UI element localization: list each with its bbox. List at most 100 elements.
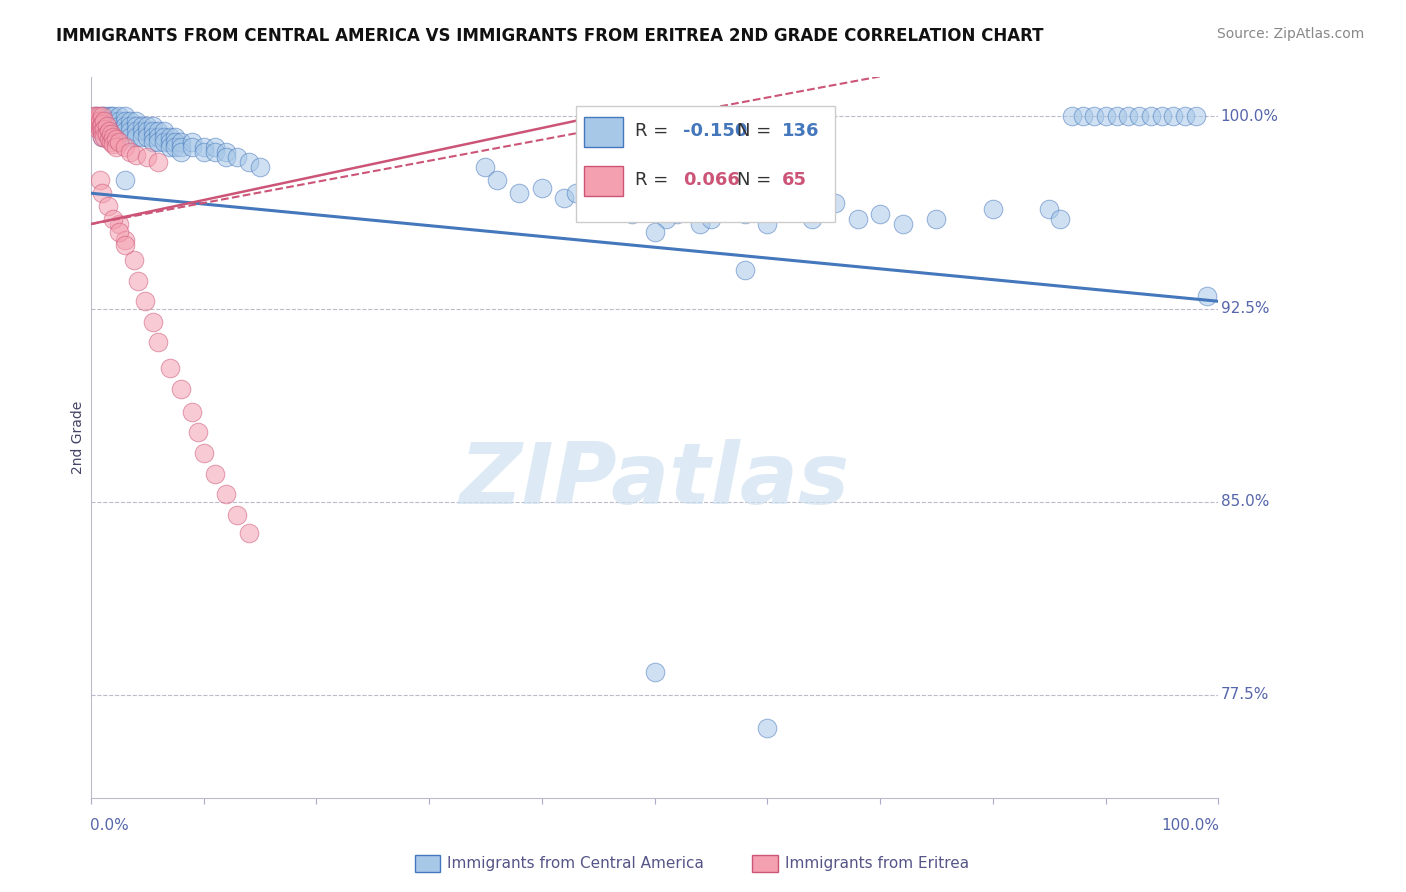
Text: Immigrants from Eritrea: Immigrants from Eritrea (785, 856, 969, 871)
Point (90, 120, 112, 134)
Point (1049, 211, 1071, 226)
Point (1197, 289, 1219, 303)
Point (136, 124, 159, 138)
Text: N =: N = (737, 171, 770, 189)
Point (97, 124, 120, 138)
Point (97, 199, 120, 213)
Point (96, 127, 118, 141)
Point (91, 109, 114, 123)
Point (89, 173, 111, 187)
Point (689, 217, 711, 231)
Point (125, 114, 148, 128)
Point (801, 211, 824, 226)
Point (114, 233, 136, 247)
Point (711, 202, 734, 216)
Point (734, 207, 756, 221)
Point (86, 117, 108, 131)
Point (97, 120, 120, 134)
Text: 85.0%: 85.0% (1220, 494, 1270, 509)
Point (100, 124, 122, 138)
Point (644, 665, 666, 679)
Point (131, 120, 153, 134)
Point (91, 120, 114, 134)
Point (114, 124, 136, 138)
Point (215, 487, 238, 501)
Point (204, 467, 226, 481)
Point (508, 186, 530, 201)
Point (97, 124, 120, 138)
Point (120, 114, 142, 128)
Point (1161, 109, 1184, 123)
Point (598, 196, 620, 211)
Point (120, 120, 142, 134)
Point (621, 207, 644, 221)
Point (91, 186, 114, 201)
Point (142, 129, 165, 144)
Point (83, 109, 105, 123)
Point (114, 140, 136, 154)
Point (170, 140, 193, 154)
Point (165, 129, 187, 144)
Point (142, 315, 165, 329)
Point (1071, 109, 1094, 123)
Point (226, 150, 249, 164)
Point (756, 217, 779, 231)
Y-axis label: 2nd Grade: 2nd Grade (72, 401, 86, 475)
Point (91, 124, 114, 138)
Point (530, 181, 553, 195)
Point (148, 124, 170, 138)
Point (103, 109, 125, 123)
Point (91, 124, 114, 138)
Point (159, 135, 181, 149)
Point (165, 135, 187, 149)
Point (87, 109, 110, 123)
Point (869, 207, 891, 221)
Point (86, 121, 108, 136)
Point (238, 525, 260, 540)
Point (153, 124, 176, 138)
Point (142, 120, 165, 134)
Point (181, 140, 204, 154)
Point (125, 147, 148, 161)
Point (103, 114, 125, 128)
Point (700, 211, 723, 226)
Point (89, 114, 111, 128)
Point (215, 145, 238, 159)
Point (114, 173, 136, 187)
Point (100, 127, 122, 141)
Text: 100.0%: 100.0% (1161, 818, 1219, 833)
FancyBboxPatch shape (583, 117, 623, 147)
Point (148, 335, 170, 350)
Point (193, 446, 215, 460)
Point (103, 120, 125, 134)
Point (170, 135, 193, 149)
Point (93, 121, 115, 136)
Point (108, 114, 131, 128)
Point (93, 109, 115, 123)
Point (644, 225, 666, 239)
Point (136, 129, 159, 144)
Point (1184, 109, 1206, 123)
Point (87, 117, 110, 131)
Point (125, 120, 148, 134)
Point (1139, 109, 1161, 123)
Point (609, 202, 631, 216)
Text: IMMIGRANTS FROM CENTRAL AMERICA VS IMMIGRANTS FROM ERITREA 2ND GRADE CORRELATION: IMMIGRANTS FROM CENTRAL AMERICA VS IMMIG… (56, 27, 1043, 45)
Point (125, 129, 148, 144)
Point (655, 211, 678, 226)
Point (93, 114, 115, 128)
Point (93, 120, 115, 134)
Point (104, 132, 127, 146)
Point (756, 721, 779, 735)
Point (1094, 109, 1116, 123)
Point (86, 109, 108, 123)
Point (142, 124, 165, 138)
Point (84, 114, 107, 128)
Point (187, 425, 209, 440)
Point (104, 140, 127, 154)
Point (226, 508, 249, 522)
Text: 100.0%: 100.0% (1220, 109, 1278, 123)
Text: ZIPatlas: ZIPatlas (460, 440, 849, 523)
Point (97, 109, 120, 123)
Point (1173, 109, 1195, 123)
